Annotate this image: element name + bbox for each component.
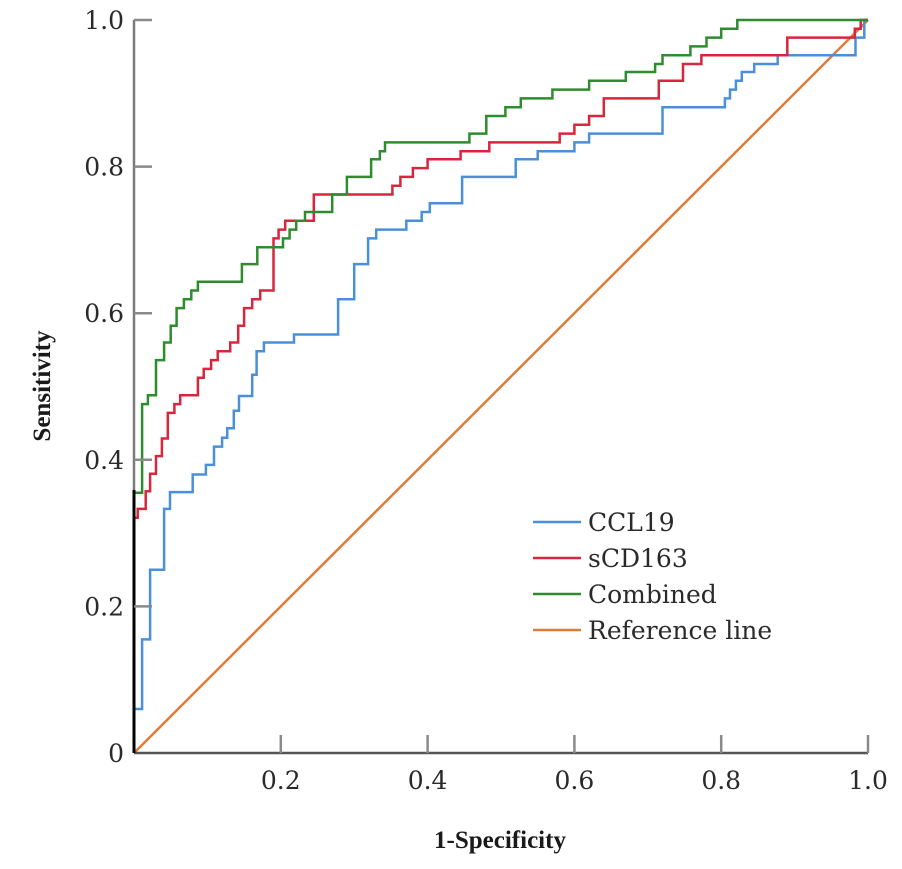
legend-label: sCD163 — [588, 544, 688, 573]
legend: CCL19 sCD163 Combined Reference line — [533, 508, 772, 645]
x-tick-label: 0.4 — [408, 766, 448, 795]
y-axis-title: Sensitivity — [29, 330, 56, 442]
x-tick-label: 0.2 — [261, 766, 301, 795]
y-tick-label: 1.0 — [84, 6, 124, 35]
x-tick-label: 1.0 — [848, 766, 888, 795]
plot-area — [132, 18, 869, 754]
legend-item: sCD163 — [533, 544, 688, 573]
y-tick-label: 0 — [108, 739, 124, 768]
axes — [132, 20, 868, 755]
legend-label: CCL19 — [588, 508, 675, 537]
x-tick-label: 0.6 — [555, 766, 595, 795]
legend-label: Reference line — [588, 616, 772, 645]
y-tick-label: 0.8 — [84, 153, 124, 182]
series-reference-line-line — [133, 19, 869, 754]
y-tick-label: 0.2 — [84, 592, 124, 621]
y-ticks: 0 0.2 0.4 0.6 0.8 1.0 — [84, 6, 152, 768]
y-tick-label: 0.4 — [84, 446, 124, 475]
legend-item: Combined — [533, 580, 717, 609]
x-ticks: 0.2 0.4 0.6 0.8 1.0 — [261, 735, 888, 795]
series-ccl19-line — [132, 18, 868, 753]
x-axis-title: 1-Specificity — [434, 827, 566, 854]
legend-item: CCL19 — [533, 508, 675, 537]
y-tick-label: 0.6 — [84, 299, 124, 328]
series-scd163-line — [132, 18, 868, 753]
x-tick-label: 0.8 — [701, 766, 741, 795]
legend-label: Combined — [588, 580, 717, 609]
legend-item: Reference line — [533, 616, 772, 645]
series-combined-line — [132, 18, 868, 753]
